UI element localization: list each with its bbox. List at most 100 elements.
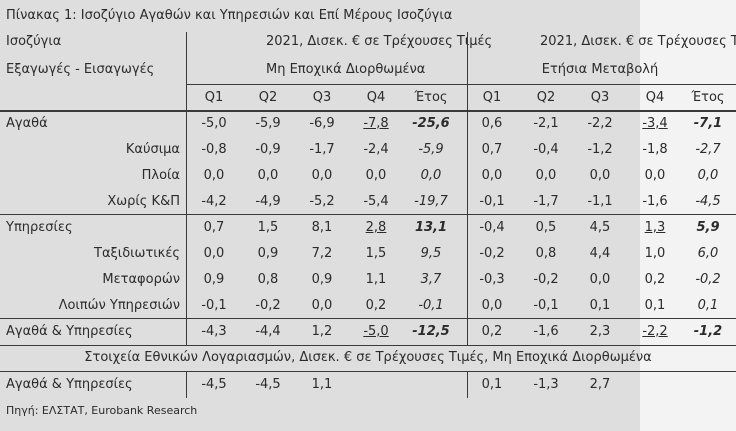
row-divider xyxy=(0,214,736,215)
cell: 6,0 xyxy=(697,246,719,261)
cell: -5,9 xyxy=(418,142,444,157)
cell: 0,8 xyxy=(535,246,557,261)
row-label: Ταξιδιωτικές xyxy=(94,246,180,261)
cell: 0,0 xyxy=(481,298,503,313)
column-header: Έτος xyxy=(414,90,448,105)
background-panel xyxy=(0,0,640,431)
cell: 0,0 xyxy=(697,168,719,183)
table-title: Πίνακας 1: Ισοζύγιο Αγαθών και Υπηρεσιών… xyxy=(6,8,453,23)
cell: -1,7 xyxy=(309,142,335,157)
cell: -1,7 xyxy=(533,194,559,209)
cell: -5,0 xyxy=(363,324,389,339)
cell: -4,2 xyxy=(201,194,227,209)
column-header: Q2 xyxy=(258,90,278,105)
cell: 0,2 xyxy=(644,272,666,287)
header-group: Ετήσια Μεταβολή xyxy=(541,62,659,77)
cell: -0,4 xyxy=(533,142,559,157)
row-label: Αγαθά & Υπηρεσίες xyxy=(6,324,133,339)
column-header: Q4 xyxy=(366,90,386,105)
cell: 0,0 xyxy=(203,246,225,261)
cell: -4,9 xyxy=(255,194,281,209)
row-label: Χωρίς Κ&Π xyxy=(107,194,180,209)
cell: -25,6 xyxy=(412,116,450,131)
column-divider xyxy=(467,32,468,346)
column-header: Q1 xyxy=(482,90,502,105)
cell: 0,9 xyxy=(311,272,333,287)
cell: 0,1 xyxy=(697,298,719,313)
cell: 1,3 xyxy=(644,220,666,235)
row-label: Αγαθά xyxy=(6,116,48,131)
cell: -4,5 xyxy=(255,377,281,392)
cell: 0,9 xyxy=(257,246,279,261)
cell: -0,2 xyxy=(479,246,505,261)
cell: -7,8 xyxy=(363,116,389,131)
cell: 0,7 xyxy=(481,142,503,157)
row-label: Καύσιμα xyxy=(125,142,180,157)
cell: -19,7 xyxy=(414,194,448,209)
cell: 1,5 xyxy=(257,220,279,235)
source-note: Πηγή: ΕΛΣΤΑΤ, Eurobank Research xyxy=(6,404,198,417)
cell: -4,4 xyxy=(255,324,281,339)
row-label: Πλοία xyxy=(141,168,180,183)
cell: 0,2 xyxy=(365,298,387,313)
cell: -2,2 xyxy=(642,324,668,339)
row-label: Λοιπών Υπηρεσιών xyxy=(58,298,180,313)
cell: -7,1 xyxy=(693,116,723,131)
cell: 0,9 xyxy=(203,272,225,287)
cell: 0,0 xyxy=(257,168,279,183)
cell: 0,0 xyxy=(644,168,666,183)
row-label: Υπηρεσίες xyxy=(6,220,73,235)
header-group: 2021, Δισεκ. € σε Τρέχουσες Τιμές xyxy=(540,34,736,49)
cell: 1,0 xyxy=(644,246,666,261)
header-group: 2021, Δισεκ. € σε Τρέχουσες Τιμές xyxy=(266,34,493,49)
column-header: Έτος xyxy=(691,90,725,105)
cell: -2,2 xyxy=(587,116,613,131)
column-divider xyxy=(186,32,187,346)
cell: -1,6 xyxy=(533,324,559,339)
cell: 0,0 xyxy=(420,168,442,183)
cell: -0,1 xyxy=(201,298,227,313)
cell: 0,0 xyxy=(203,168,225,183)
cell: 4,4 xyxy=(589,246,611,261)
cell: 0,0 xyxy=(365,168,387,183)
cell: -1,3 xyxy=(533,377,559,392)
cell: 0,6 xyxy=(481,116,503,131)
column-header: Q4 xyxy=(645,90,665,105)
cell: 2,7 xyxy=(589,377,611,392)
cell: -5,4 xyxy=(363,194,389,209)
cell: -4,5 xyxy=(695,194,721,209)
cell: -0,2 xyxy=(533,272,559,287)
cell: 0,5 xyxy=(535,220,557,235)
cell: -0,2 xyxy=(695,272,721,287)
cell: 1,2 xyxy=(311,324,333,339)
cell: -1,1 xyxy=(587,194,613,209)
cell: 0,8 xyxy=(257,272,279,287)
cell: -2,7 xyxy=(695,142,721,157)
cell: 0,0 xyxy=(535,168,557,183)
cell: 4,5 xyxy=(589,220,611,235)
cell: -5,0 xyxy=(201,116,227,131)
header-group: Μη Εποχικά Διορθωμένα xyxy=(266,62,426,77)
cell: -5,9 xyxy=(255,116,281,131)
cell: 7,2 xyxy=(311,246,333,261)
cell: -0,3 xyxy=(479,272,505,287)
cell: 0,1 xyxy=(589,298,611,313)
column-header: Q2 xyxy=(536,90,556,105)
cell: 1,5 xyxy=(365,246,387,261)
cell: -0,4 xyxy=(479,220,505,235)
cell: 0,0 xyxy=(481,168,503,183)
cell: -0,9 xyxy=(255,142,281,157)
cell: -4,3 xyxy=(201,324,227,339)
cell: 0,7 xyxy=(203,220,225,235)
cell: -0,8 xyxy=(201,142,227,157)
row-divider xyxy=(186,84,736,85)
cell: 0,0 xyxy=(589,168,611,183)
cell: 0,1 xyxy=(644,298,666,313)
cell: 2,3 xyxy=(589,324,611,339)
column-header: Q3 xyxy=(312,90,332,105)
row-divider xyxy=(0,110,736,112)
cell: -0,1 xyxy=(533,298,559,313)
column-divider xyxy=(186,372,187,398)
cell: 1,1 xyxy=(365,272,387,287)
